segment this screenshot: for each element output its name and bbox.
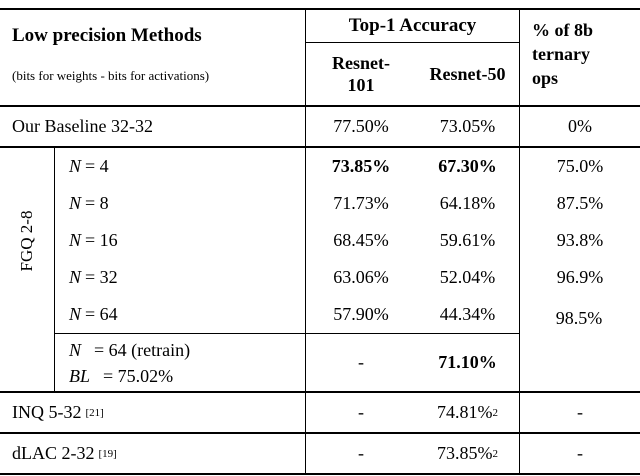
header-ternary-cell: % of 8b ternary ops <box>519 10 640 105</box>
math-var: N <box>69 230 82 250</box>
fgq-resnet101-value: 63.06% <box>305 259 416 296</box>
fgq-ternary-value: 87.5% <box>519 185 640 222</box>
baseline-row: Our Baseline 32-32 77.50% 73.05% 0% <box>0 107 640 148</box>
citation-ref: [19] <box>98 447 117 460</box>
math-rest: = 64 (retrain) <box>94 339 191 360</box>
dlac-resnet101-value: - <box>305 434 416 473</box>
dlac-label: dLAC 2-32 <box>12 443 95 463</box>
math-rest: = 64 <box>85 304 118 324</box>
fgq-resnet101-value: 68.45% <box>305 222 416 259</box>
header-methods-subtitle: (bits for weights - bits for activations… <box>12 68 210 83</box>
fgq-group-label-cell: FGQ 2-8 <box>0 148 55 391</box>
header-resnet101-label: Resnet-101 <box>332 53 390 95</box>
fgq-retrain-line2: BL = 75.02% <box>69 363 173 389</box>
header-ternary-title: % of 8b ternary ops <box>532 20 594 88</box>
table-header: Low precision Methods (bits for weights … <box>0 10 640 107</box>
math-var: BL <box>69 365 91 386</box>
fgq-resnet50-value: 67.30% <box>438 156 497 176</box>
fgq-resnet50-value: 64.18% <box>439 193 496 213</box>
baseline-ternary-value: 0% <box>519 107 640 146</box>
math-var: N <box>69 156 82 176</box>
inq-resnet50-cell: 74.81% 2 <box>416 393 519 432</box>
header-resnet50-cell: Resnet-50 <box>416 43 519 105</box>
fgq-resnet101-value: 71.73% <box>305 185 416 222</box>
fgq-n-label: N = 16 <box>55 222 305 259</box>
math-rest: = 8 <box>85 193 109 213</box>
fgq-resnet50-value: 59.61% <box>439 230 496 250</box>
fgq-ternary-value: 93.8% <box>519 222 640 259</box>
fgq-retrain-resnet50-value: 71.10% <box>416 333 519 391</box>
fgq-ternary-value: 96.9% <box>519 259 640 296</box>
header-methods-cell: Low precision Methods (bits for weights … <box>0 10 305 105</box>
fgq-ternary-multirow-value: 98.5% <box>555 308 603 328</box>
fgq-resnet50-value: 44.34% <box>439 304 496 324</box>
fgq-section: FGQ 2-8 N = 4 73.85% 67.30% 75.0% N = 8 <box>0 148 640 393</box>
inq-resnet50-value: 74.81% <box>437 402 493 422</box>
fgq-row-n8: N = 8 71.73% 64.18% 87.5% <box>55 185 640 222</box>
fgq-row-n64: N = 64 57.90% 44.34% <box>55 296 640 333</box>
dlac-row: dLAC 2-32 [19] - 73.85% 2 - <box>0 434 640 475</box>
math-rest: = 4 <box>85 156 109 176</box>
dlac-ternary-value: - <box>519 434 640 473</box>
fgq-group-label: FGQ 2-8 <box>17 210 36 272</box>
baseline-resnet101-value: 77.50% <box>305 107 416 146</box>
baseline-resnet50-value: 73.05% <box>439 116 496 136</box>
fgq-retrain-resnet101-value: - <box>305 333 416 391</box>
math-var: N <box>69 339 82 360</box>
fgq-retrain-row: N = 64 (retrain) BL = 75.02% - 71.10% <box>55 333 640 391</box>
math-var: N <box>69 193 82 213</box>
inq-resnet101-value: - <box>305 393 416 432</box>
math-var: N <box>69 267 82 287</box>
fgq-body: N = 4 73.85% 67.30% 75.0% N = 8 71.73% 6… <box>55 148 640 391</box>
fgq-retrain-label: N = 64 (retrain) BL = 75.02% <box>55 333 305 391</box>
header-methods-title: Low precision Methods <box>12 25 202 46</box>
footnote-marker: 2 <box>492 447 499 460</box>
fgq-n-label: N = 4 <box>55 148 305 185</box>
header-top1-title: Top-1 Accuracy <box>306 10 519 43</box>
dlac-resnet50-value: 73.85% <box>437 443 493 463</box>
math-rest: = 32 <box>85 267 118 287</box>
math-rest: = 16 <box>85 230 118 250</box>
fgq-ternary-empty-cell <box>519 296 640 333</box>
results-table: Low precision Methods (bits for weights … <box>0 8 640 475</box>
fgq-resnet101-value: 73.85% <box>305 148 416 185</box>
inq-label-cell: INQ 5-32 [21] <box>0 393 305 432</box>
inq-label: INQ 5-32 <box>12 402 82 422</box>
fgq-n-label: N = 8 <box>55 185 305 222</box>
fgq-row-n16: N = 16 68.45% 59.61% 93.8% <box>55 222 640 259</box>
dlac-label-cell: dLAC 2-32 [19] <box>0 434 305 473</box>
dlac-resnet50-cell: 73.85% 2 <box>416 434 519 473</box>
math-rest: = 75.02% <box>103 365 174 386</box>
fgq-row-n32: N = 32 63.06% 52.04% 96.9% <box>55 259 640 296</box>
fgq-ternary-value: 75.0% <box>519 148 640 185</box>
header-resnet-row: Resnet-101 Resnet-50 <box>306 43 519 105</box>
header-top1-group: Top-1 Accuracy Resnet-101 Resnet-50 <box>305 10 519 105</box>
fgq-resnet101-value: 57.90% <box>305 296 416 333</box>
header-resnet101-cell: Resnet-101 <box>306 43 416 105</box>
fgq-n-label: N = 64 <box>55 296 305 333</box>
fgq-row-n4: N = 4 73.85% 67.30% 75.0% <box>55 148 640 185</box>
baseline-label: Our Baseline 32-32 <box>12 116 153 136</box>
header-resnet50-label: Resnet-50 <box>429 64 506 84</box>
citation-ref: [21] <box>85 406 104 419</box>
fgq-retrain-ternary-empty-cell <box>519 333 640 391</box>
fgq-n-label: N = 32 <box>55 259 305 296</box>
inq-row: INQ 5-32 [21] - 74.81% 2 - <box>0 393 640 434</box>
fgq-retrain-line1: N = 64 (retrain) <box>69 337 190 363</box>
inq-ternary-value: - <box>519 393 640 432</box>
math-var: N <box>69 304 82 324</box>
footnote-marker: 2 <box>492 406 499 419</box>
fgq-resnet50-value: 52.04% <box>439 267 496 287</box>
